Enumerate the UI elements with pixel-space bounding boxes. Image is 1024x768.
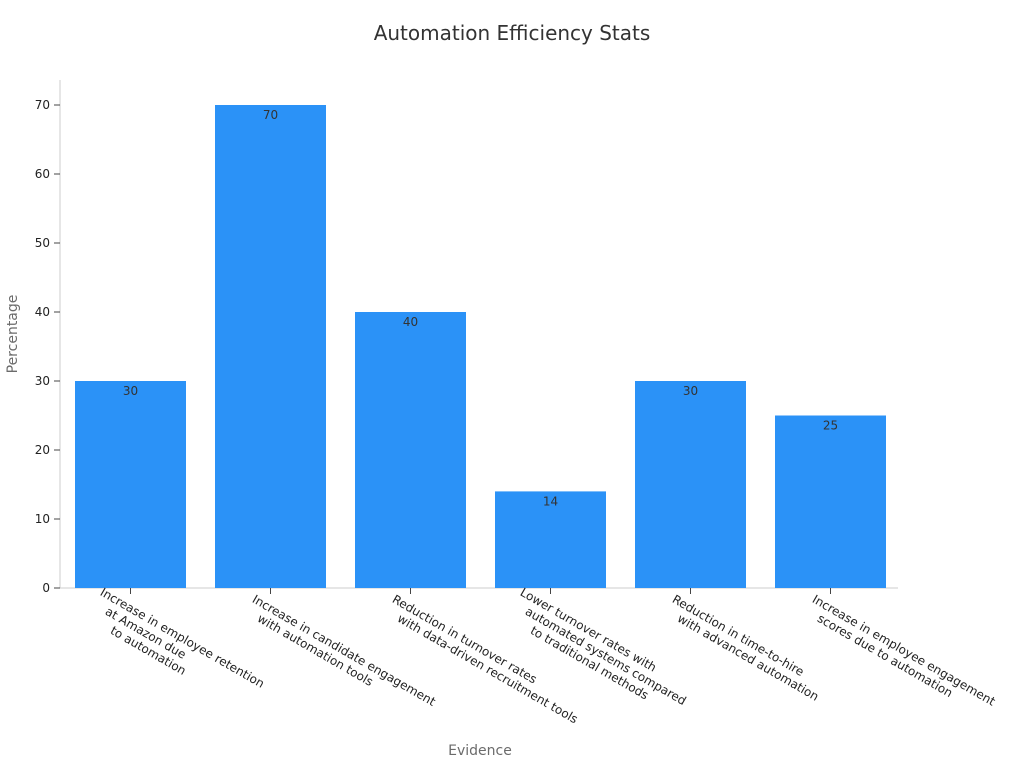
bar-value-label: 30 (683, 384, 698, 398)
category-label-line: Reduction in turnover rates (390, 592, 539, 686)
bar (775, 415, 886, 588)
bar (75, 381, 186, 588)
y-tick-label: 40 (35, 305, 50, 319)
category-label-line: automated systems compared (523, 604, 689, 708)
y-axis: 0 10 20 30 40 50 60 70 (35, 80, 61, 595)
category-label-line: Increase in employee engagement (810, 592, 998, 709)
category-label-line: with advanced automation (675, 611, 821, 704)
y-tick-label: 20 (35, 443, 50, 457)
y-tick-label: 70 (35, 98, 50, 112)
bar-value-label: 30 (123, 384, 138, 398)
y-tick-label: 60 (35, 167, 50, 181)
bar-value-label: 25 (823, 419, 838, 433)
y-tick-label: 0 (42, 581, 50, 595)
category-label-line: scores due to automation (815, 611, 955, 700)
x-axis-title: Evidence (448, 743, 512, 759)
y-tick-label: 50 (35, 236, 50, 250)
y-tick-label: 30 (35, 374, 50, 388)
bar (355, 312, 466, 588)
y-tick-label: 10 (35, 512, 50, 526)
y-axis-title: Percentage (5, 295, 21, 374)
bar (495, 491, 606, 588)
bar (215, 105, 326, 588)
bar (635, 381, 746, 588)
bar-value-label: 40 (403, 315, 418, 329)
bar-value-label: 14 (543, 494, 558, 508)
x-axis (60, 587, 898, 594)
category-label-line: Reduction in time-to-hire (670, 592, 807, 679)
bar-value-label: 70 (263, 108, 278, 122)
chart-title: Automation Efficiency Stats (374, 21, 651, 45)
bars (75, 105, 886, 588)
bar-labels: 30 70 40 14 30 25 (123, 108, 838, 508)
